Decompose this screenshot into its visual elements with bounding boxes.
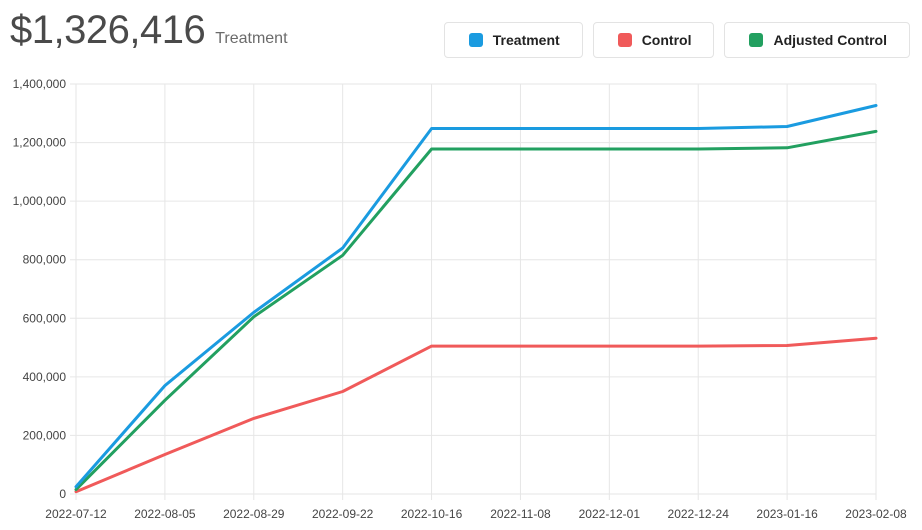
series-line-control — [74, 336, 878, 494]
series-line-treatment — [74, 104, 878, 489]
x-tick-label: 2022-09-22 — [312, 507, 374, 521]
x-tick-label: 2022-10-16 — [401, 507, 463, 521]
series-lines — [74, 104, 878, 494]
x-axis-ticks: 2022-07-12 2022-08-05 2022-08-29 2022-09-22… — [45, 507, 907, 521]
x-tick-label: 2023-01-16 — [756, 507, 818, 521]
summary-header: $1,326,416 Treatment — [10, 8, 288, 58]
control-color-swatch — [617, 33, 632, 47]
total-value-label: Treatment — [215, 30, 288, 47]
y-tick-label: 200,000 — [23, 428, 67, 442]
x-tick-label: 2022-07-12 — [45, 507, 107, 521]
x-tick-label: 2022-12-24 — [668, 507, 730, 521]
x-tick-label: 2022-08-05 — [134, 507, 196, 521]
legend-toggle-control[interactable]: Control — [592, 22, 715, 58]
legend-label-treatment: Treatment — [492, 32, 560, 48]
total-value: $1,326,416 — [10, 8, 206, 52]
y-tick-label: 0 — [59, 487, 66, 501]
adjusted-control-color-swatch — [749, 33, 764, 47]
chart-grid — [70, 83, 877, 500]
y-tick-label: 1,400,000 — [13, 77, 67, 91]
treatment-color-swatch — [468, 33, 483, 47]
y-axis-ticks: 0 200,000 400,000 600,000 800,000 1,000,000 1,… — [13, 77, 67, 501]
y-tick-label: 600,000 — [23, 311, 67, 325]
y-tick-label: 400,000 — [23, 370, 67, 384]
legend-label-control: Control — [641, 32, 692, 48]
x-tick-label: 2022-12-01 — [579, 507, 641, 521]
legend-toggle-treatment[interactable]: Treatment — [443, 22, 583, 58]
y-tick-label: 1,200,000 — [13, 136, 67, 150]
y-tick-label: 800,000 — [23, 253, 67, 267]
y-tick-label: 1,000,000 — [13, 194, 67, 208]
x-tick-label: 2022-11-08 — [490, 507, 551, 521]
chart-legend: Treatment Control Adjusted Control — [443, 22, 910, 58]
x-tick-label: 2022-08-29 — [223, 507, 285, 521]
legend-label-adjusted-control: Adjusted Control — [773, 32, 887, 48]
legend-toggle-adjusted-control[interactable]: Adjusted Control — [724, 22, 910, 58]
series-line-adjusted-control — [74, 129, 878, 492]
x-tick-label: 2023-02-08 — [845, 507, 907, 521]
